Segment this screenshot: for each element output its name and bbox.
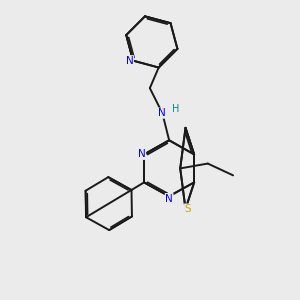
Text: N: N bbox=[138, 149, 146, 159]
Text: H: H bbox=[172, 104, 179, 114]
Text: N: N bbox=[126, 56, 134, 66]
Text: S: S bbox=[184, 204, 191, 214]
Text: N: N bbox=[158, 108, 166, 118]
Text: N: N bbox=[165, 194, 173, 204]
